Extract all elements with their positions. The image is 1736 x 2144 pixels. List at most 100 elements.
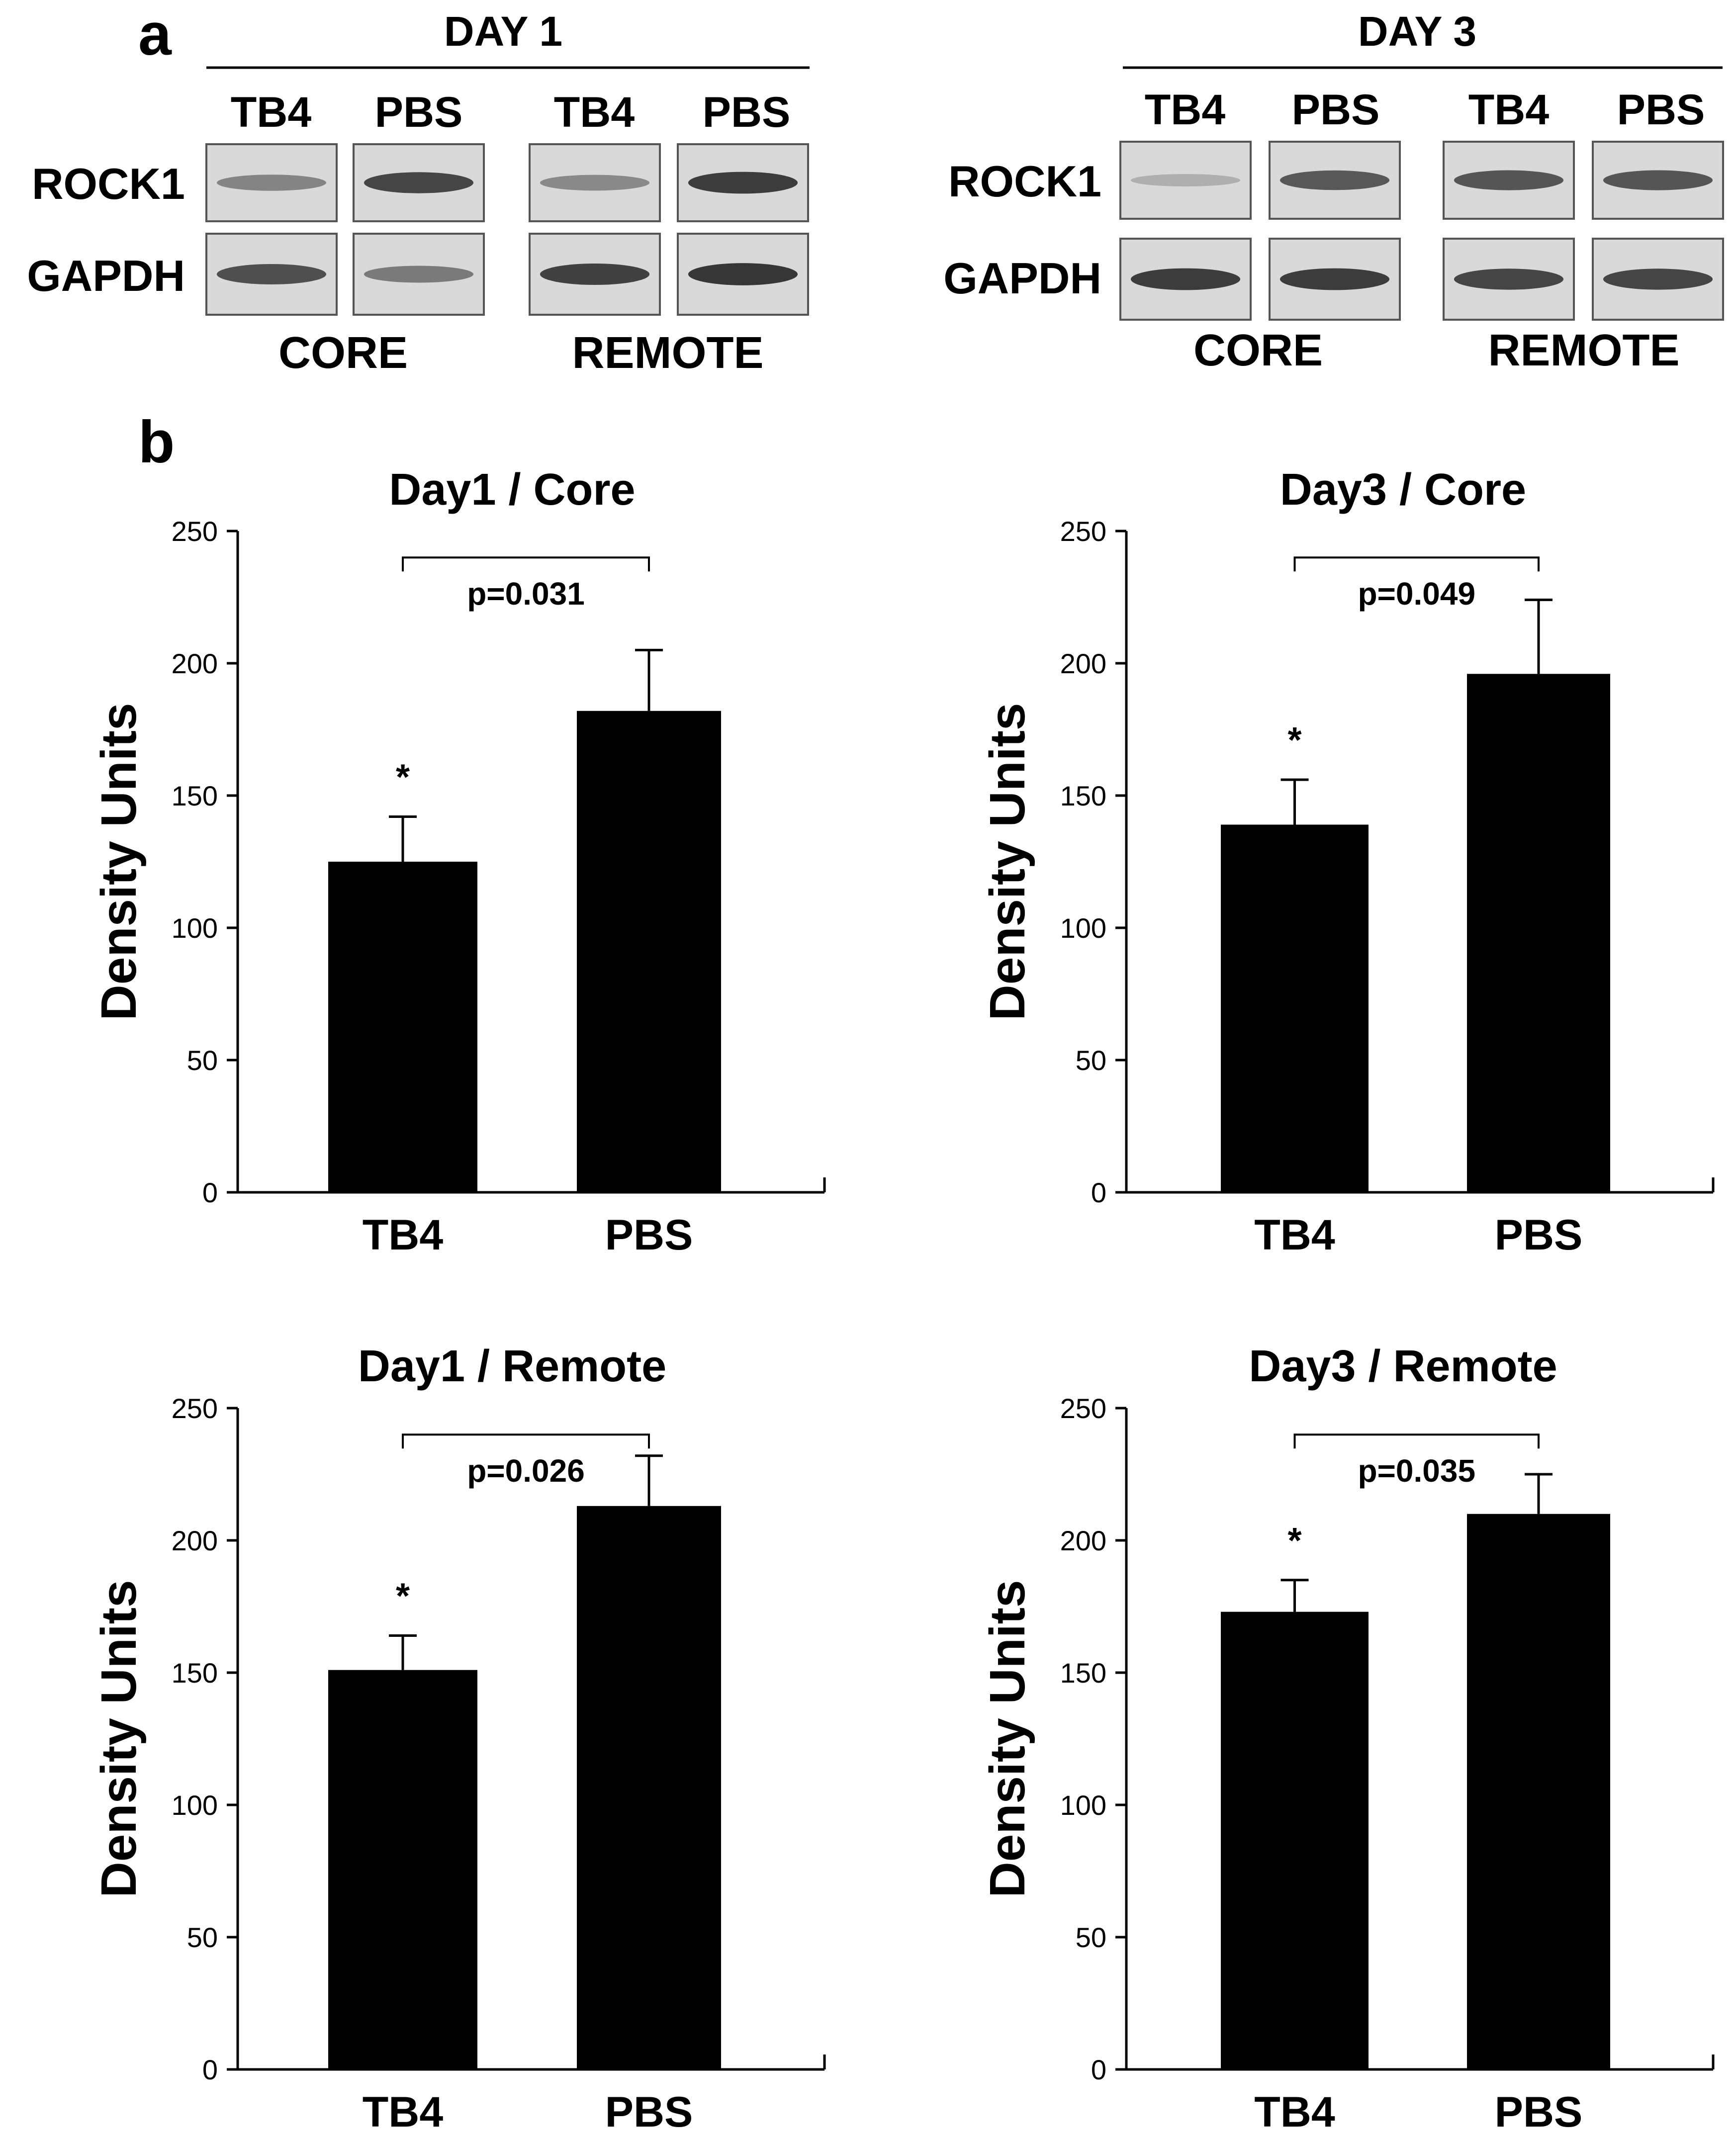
x-category-label: PBS [605, 2088, 693, 2136]
y-tick-label: 100 [1060, 912, 1106, 944]
blot-row-label-gapdh: GAPDH [27, 251, 185, 300]
blot-band [540, 175, 650, 191]
bar [1221, 824, 1369, 1192]
bar-chart-day3-core: Day3 / Core 0 50 100 150 200 250 Density Units T… [980, 465, 1715, 1259]
y-tick-label: 100 [172, 912, 218, 944]
lane-label: PBS [1292, 86, 1380, 134]
blot-region-label-core: CORE [278, 328, 408, 378]
y-tick-label: 200 [172, 648, 218, 679]
blot-band [216, 175, 327, 191]
blot-region-label-core: CORE [1193, 326, 1323, 375]
lane-label: TB4 [1145, 86, 1226, 134]
blot-band [1279, 170, 1390, 190]
blot-row-label-rock1: ROCK1 [948, 157, 1101, 206]
y-axis-label: Density Units [91, 703, 147, 1020]
blot-band [688, 263, 798, 285]
lane-label: TB4 [554, 89, 635, 136]
y-tick-label: 250 [172, 1393, 218, 1424]
panel-b-letter: b [138, 409, 175, 475]
y-axis-label: Density Units [980, 703, 1035, 1020]
bar [328, 1670, 477, 2069]
chart-title: Day3 / Remote [1249, 1341, 1557, 1391]
blot-band [1454, 170, 1564, 190]
y-tick-label: 50 [1076, 1045, 1106, 1076]
y-tick-label: 150 [172, 780, 218, 811]
blot-row-label-gapdh: GAPDH [943, 254, 1101, 303]
p-value-bracket [1293, 556, 1540, 572]
x-category-label: PBS [1495, 2088, 1583, 2136]
p-value-bracket [1293, 1433, 1540, 1449]
blot-band [688, 172, 798, 194]
significance-marker: * [1287, 1521, 1301, 1561]
x-category-label: TB4 [1254, 1211, 1335, 1259]
bar-chart-day1-remote: Day1 / Remote 0 50 100 150 200 250 Density Unit… [91, 1341, 826, 2136]
lane-label: TB4 [1468, 86, 1550, 134]
blot-band [364, 172, 474, 193]
p-value-label: p=0.035 [1358, 1453, 1475, 1489]
x-category-label: PBS [1495, 1211, 1583, 1259]
significance-marker: * [1287, 720, 1301, 760]
blot-band [1130, 268, 1241, 290]
y-tick-label: 0 [202, 1177, 218, 1208]
y-tick-label: 250 [1060, 1393, 1106, 1424]
significance-marker: * [396, 758, 410, 798]
bar [1467, 1514, 1610, 2069]
x-category-label: TB4 [1254, 2088, 1335, 2136]
bar-chart-day1-core: Day1 / Core 0 50 100 150 200 250 Density Units T… [91, 465, 826, 1259]
y-tick-label: 150 [172, 1657, 218, 1689]
bar [577, 1506, 721, 2069]
lane-label: PBS [1617, 86, 1705, 134]
p-value-label: p=0.026 [467, 1453, 585, 1489]
blot-region-label-remote: REMOTE [1488, 326, 1679, 375]
blot-band [364, 266, 474, 283]
bar-chart-day3-remote: Day3 / Remote 0 50 100 150 200 250 Density Unit… [980, 1341, 1715, 2136]
y-tick-label: 50 [187, 1045, 218, 1076]
bar [328, 862, 477, 1192]
y-tick-label: 50 [187, 1922, 218, 1953]
blot-day-label: DAY 3 [1358, 8, 1476, 55]
x-category-label: PBS [605, 1211, 693, 1259]
y-tick-label: 0 [1091, 2054, 1106, 2085]
bar [577, 711, 721, 1192]
bar [1467, 674, 1610, 1192]
blot-band [1279, 268, 1390, 290]
western-blot-day1: DAY 1 TB4 PBS TB4 PBS ROCK1 GAPDH CORE R… [27, 8, 810, 378]
p-value-label: p=0.031 [467, 576, 585, 612]
y-tick-label: 100 [172, 1789, 218, 1821]
y-tick-label: 250 [1060, 516, 1106, 547]
chart-title: Day1 / Core [389, 465, 635, 515]
y-tick-label: 200 [1060, 648, 1106, 679]
blot-band [1130, 174, 1241, 187]
chart-title: Day1 / Remote [358, 1341, 666, 1391]
significance-marker: * [396, 1577, 410, 1616]
y-tick-label: 50 [1076, 1922, 1106, 1953]
p-value-bracket [402, 1433, 650, 1449]
x-category-label: TB4 [363, 1211, 444, 1259]
x-category-label: TB4 [363, 2088, 444, 2136]
blot-region-label-remote: REMOTE [572, 328, 763, 378]
y-tick-label: 250 [172, 516, 218, 547]
blot-band [1603, 170, 1713, 190]
blot-bands [205, 143, 809, 316]
lane-label: TB4 [231, 89, 312, 136]
chart-title: Day3 / Core [1280, 465, 1526, 515]
y-axis-label: Density Units [91, 1580, 147, 1897]
blot-band [1454, 268, 1564, 290]
blot-row-label-rock1: ROCK1 [32, 159, 185, 208]
western-blot-day3: DAY 3 TB4 PBS TB4 PBS ROCK1 GAPDH CORE R… [943, 8, 1724, 375]
p-value-label: p=0.049 [1358, 576, 1475, 612]
y-tick-label: 0 [1091, 1177, 1106, 1208]
lane-label: PBS [703, 89, 791, 136]
y-tick-label: 200 [172, 1525, 218, 1556]
blot-day-label: DAY 1 [444, 8, 562, 55]
y-axis-label: Density Units [980, 1580, 1035, 1897]
lane-label: PBS [375, 89, 463, 136]
y-tick-label: 0 [202, 2054, 218, 2085]
blot-band [216, 264, 327, 284]
y-tick-label: 100 [1060, 1789, 1106, 1821]
p-value-bracket [402, 556, 650, 572]
blot-bands [1119, 141, 1724, 321]
blot-band [540, 264, 650, 285]
y-tick-label: 150 [1060, 1657, 1106, 1689]
